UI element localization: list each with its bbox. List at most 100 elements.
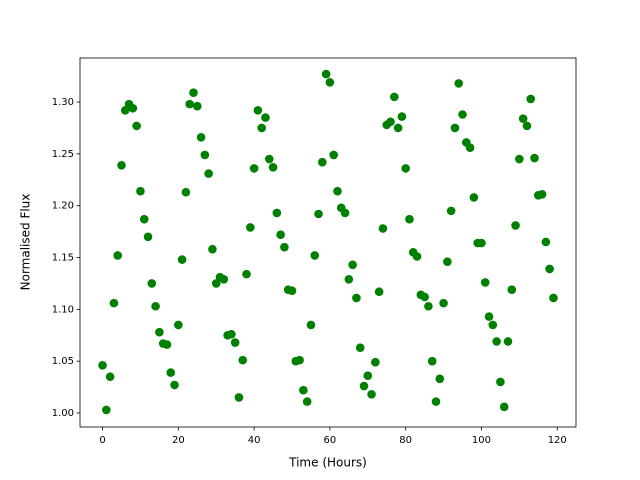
point — [496, 377, 505, 387]
axes-frame — [79, 57, 577, 428]
x-tick-label: 100 — [472, 435, 491, 446]
point — [344, 274, 354, 284]
point — [238, 355, 248, 365]
point — [352, 293, 361, 303]
point — [143, 232, 153, 242]
point — [98, 361, 107, 370]
point — [192, 101, 202, 111]
point — [499, 402, 509, 412]
point — [518, 114, 528, 123]
y-tick-label: 1.25 — [52, 149, 74, 160]
point — [526, 94, 536, 104]
point — [363, 371, 373, 380]
point — [397, 112, 407, 121]
point — [488, 320, 498, 330]
point — [268, 163, 278, 172]
point — [503, 337, 513, 346]
point — [246, 223, 255, 232]
point — [450, 123, 460, 133]
point — [219, 274, 229, 284]
point — [530, 153, 539, 163]
point — [522, 121, 532, 131]
point — [515, 154, 524, 164]
point — [185, 99, 194, 109]
point — [511, 221, 520, 230]
point — [405, 214, 414, 224]
point — [151, 301, 160, 311]
point — [204, 169, 213, 178]
point — [302, 397, 312, 406]
point — [454, 79, 464, 88]
point — [208, 244, 217, 254]
point — [253, 106, 263, 115]
point — [541, 237, 551, 247]
point — [420, 292, 429, 302]
point — [170, 380, 179, 390]
point — [128, 103, 138, 113]
point — [120, 106, 130, 115]
point — [318, 157, 327, 167]
point — [325, 78, 335, 87]
point — [477, 238, 486, 248]
point — [378, 224, 388, 233]
point — [431, 397, 441, 406]
point — [390, 92, 399, 102]
point — [166, 368, 176, 377]
point — [484, 312, 494, 321]
x-tick-label: 80 — [399, 435, 412, 446]
point — [507, 285, 517, 294]
point — [545, 264, 554, 274]
point — [249, 164, 259, 173]
y-tick-label: 1.20 — [52, 201, 74, 212]
point — [439, 298, 448, 308]
point — [306, 320, 316, 330]
point — [359, 381, 369, 391]
point — [329, 150, 338, 160]
point — [412, 252, 422, 261]
point — [443, 257, 452, 266]
point — [155, 327, 164, 337]
point — [355, 343, 365, 353]
point — [427, 356, 437, 366]
point — [401, 164, 410, 173]
x-tick-label: 0 — [99, 435, 105, 446]
point — [537, 190, 547, 199]
point — [333, 186, 342, 196]
point — [295, 355, 304, 365]
y-axis-label: Normalised Flux — [19, 194, 33, 291]
point — [492, 337, 501, 346]
point — [242, 269, 251, 279]
x-tick-label: 40 — [248, 435, 261, 446]
y-tick-label: 1.05 — [52, 356, 74, 367]
point — [280, 242, 289, 252]
x-tick-label: 120 — [548, 435, 567, 446]
point — [465, 143, 475, 152]
point — [181, 187, 191, 197]
point — [102, 405, 111, 415]
point — [257, 123, 266, 133]
point — [139, 214, 149, 224]
point — [230, 338, 240, 347]
point — [393, 123, 403, 133]
point — [340, 208, 350, 218]
point — [147, 279, 157, 288]
point — [162, 340, 172, 349]
point — [117, 160, 126, 170]
x-tick-label: 20 — [172, 435, 185, 446]
x-axis-label: Time (Hours) — [288, 456, 367, 470]
point — [276, 230, 285, 240]
point — [105, 372, 115, 382]
point — [371, 357, 380, 367]
point — [310, 251, 320, 260]
point — [348, 260, 357, 270]
point — [446, 206, 456, 216]
y-tick-label: 1.10 — [52, 304, 74, 315]
point — [211, 279, 221, 288]
point — [321, 69, 331, 79]
point — [113, 251, 123, 260]
point — [174, 320, 183, 330]
point — [272, 208, 282, 218]
point — [367, 390, 376, 399]
point — [314, 209, 323, 219]
point — [136, 186, 145, 196]
